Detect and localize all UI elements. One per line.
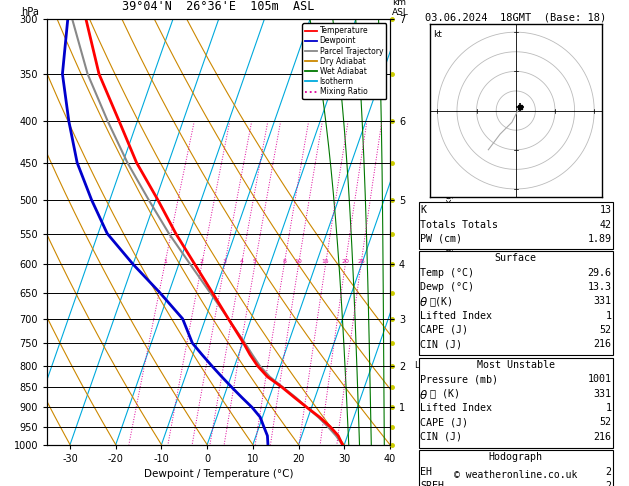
Text: Hodograph: Hodograph	[489, 452, 543, 462]
Text: hPa: hPa	[21, 7, 40, 17]
Text: 39°04'N  26°36'E  105m  ASL: 39°04'N 26°36'E 105m ASL	[123, 0, 314, 13]
Text: 1001: 1001	[587, 374, 611, 384]
Text: 1: 1	[605, 403, 611, 413]
Text: 8: 8	[282, 259, 286, 264]
Text: ᴇ (K): ᴇ (K)	[430, 388, 460, 399]
Text: 2: 2	[200, 259, 204, 264]
Text: kt: kt	[433, 30, 442, 39]
Text: Mixing Ratio (g/kg): Mixing Ratio (g/kg)	[445, 189, 454, 275]
Text: CAPE (J): CAPE (J)	[420, 325, 468, 335]
Text: 13.3: 13.3	[587, 282, 611, 292]
Text: 216: 216	[593, 339, 611, 349]
Text: 10: 10	[295, 259, 303, 264]
Text: 52: 52	[599, 325, 611, 335]
Text: 331: 331	[593, 388, 611, 399]
Text: CIN (J): CIN (J)	[420, 432, 462, 442]
Legend: Temperature, Dewpoint, Parcel Trajectory, Dry Adiabat, Wet Adiabat, Isotherm, Mi: Temperature, Dewpoint, Parcel Trajectory…	[302, 23, 386, 99]
Text: km
ASL: km ASL	[392, 0, 409, 17]
Text: CIN (J): CIN (J)	[420, 339, 462, 349]
Text: θ: θ	[420, 296, 428, 309]
Text: 42: 42	[599, 220, 611, 229]
Text: 1.89: 1.89	[587, 234, 611, 244]
Text: 5: 5	[253, 259, 257, 264]
Text: 1: 1	[605, 311, 611, 321]
Text: 2: 2	[605, 467, 611, 477]
Text: EH: EH	[420, 467, 432, 477]
Text: 331: 331	[593, 296, 611, 306]
Text: ᴇ(K): ᴇ(K)	[430, 296, 454, 306]
Text: θ: θ	[420, 388, 428, 401]
Text: Lifted Index: Lifted Index	[420, 311, 492, 321]
Text: LCL: LCL	[414, 362, 429, 370]
Text: Dewp (°C): Dewp (°C)	[420, 282, 474, 292]
Text: Totals Totals: Totals Totals	[420, 220, 498, 229]
Text: 216: 216	[593, 432, 611, 442]
Text: Pressure (mb): Pressure (mb)	[420, 374, 498, 384]
X-axis label: Dewpoint / Temperature (°C): Dewpoint / Temperature (°C)	[144, 469, 293, 479]
Text: 20: 20	[342, 259, 349, 264]
Text: 15: 15	[321, 259, 330, 264]
Text: 25: 25	[357, 259, 365, 264]
Text: 3: 3	[223, 259, 226, 264]
Text: 4: 4	[240, 259, 243, 264]
Text: PW (cm): PW (cm)	[420, 234, 462, 244]
Text: Most Unstable: Most Unstable	[477, 360, 555, 370]
Text: CAPE (J): CAPE (J)	[420, 417, 468, 427]
Text: 2: 2	[605, 481, 611, 486]
Text: Temp (°C): Temp (°C)	[420, 267, 474, 278]
Text: 29.6: 29.6	[587, 267, 611, 278]
Text: 13: 13	[599, 205, 611, 215]
Text: © weatheronline.co.uk: © weatheronline.co.uk	[454, 470, 577, 480]
Text: Lifted Index: Lifted Index	[420, 403, 492, 413]
Text: K: K	[420, 205, 426, 215]
Text: 52: 52	[599, 417, 611, 427]
Text: Surface: Surface	[495, 253, 537, 263]
Text: 03.06.2024  18GMT  (Base: 18): 03.06.2024 18GMT (Base: 18)	[425, 12, 606, 22]
Text: 1: 1	[163, 259, 167, 264]
Text: SREH: SREH	[420, 481, 444, 486]
